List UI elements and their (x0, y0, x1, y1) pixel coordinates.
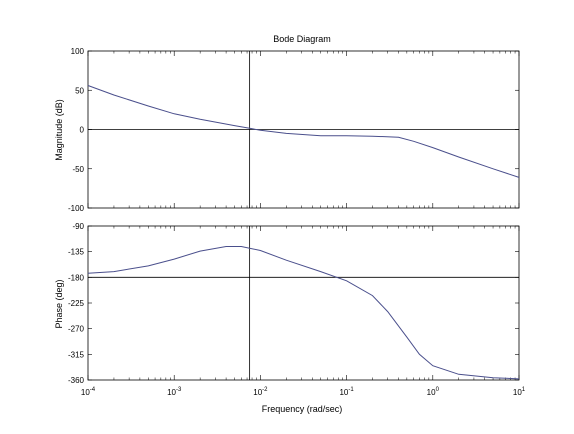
phase-series-line (87, 246, 520, 380)
xtick-label: 101 (513, 387, 526, 397)
phase-axes-box (87, 225, 520, 381)
xtick-label: 100 (427, 387, 440, 397)
xtick-label: 10-4 (81, 387, 96, 397)
magnitude-ytick-label: -100 (68, 204, 85, 213)
magnitude-ytick-label: 0 (80, 126, 85, 135)
chart-title: Bode Diagram (273, 34, 331, 44)
magnitude-ytick-label: 50 (75, 86, 84, 95)
phase-ytick-label: -225 (68, 299, 85, 308)
magnitude-plot: 100 50 0 -50 -100 (68, 47, 520, 213)
x-axis-label: Frequency (rad/sec) (262, 404, 343, 414)
xtick-label: 10-3 (167, 387, 182, 397)
magnitude-axis-label: Magnitude (dB) (54, 99, 64, 161)
phase-ytick-label: -315 (68, 350, 85, 359)
phase-plot: -90 -135 -180 -225 -270 -315 -360 10-4 10-3 10-2 1… (68, 222, 526, 397)
phase-axis-label: Phase (deg) (54, 279, 64, 328)
phase-ytick-label: -180 (68, 273, 85, 282)
phase-ytick-label: -360 (68, 376, 85, 385)
phase-ytick-label: -270 (68, 325, 85, 334)
xtick-label: 10-2 (253, 387, 268, 397)
phase-ytick-label: -135 (68, 248, 85, 257)
magnitude-series-line (87, 85, 520, 178)
phase-ytick-label: -90 (72, 222, 84, 231)
magnitude-ytick-label: 100 (71, 47, 85, 56)
magnitude-ytick-label: -50 (72, 165, 84, 174)
xtick-label: 10-1 (339, 387, 354, 397)
